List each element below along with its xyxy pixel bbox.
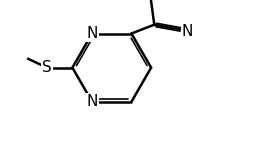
Text: N: N xyxy=(182,24,193,38)
Text: N: N xyxy=(86,26,98,41)
Text: S: S xyxy=(42,60,52,75)
Text: N: N xyxy=(86,94,98,109)
